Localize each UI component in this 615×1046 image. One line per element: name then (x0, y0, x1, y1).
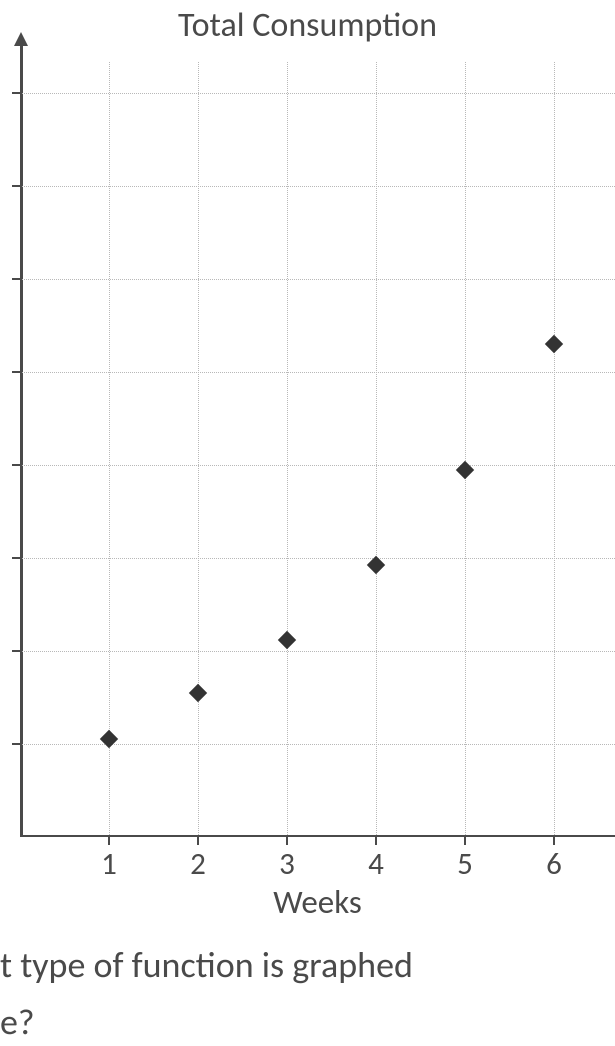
y-tick (12, 185, 22, 187)
y-tick (12, 743, 22, 745)
gridline-vertical (109, 62, 110, 837)
x-tick-label: 6 (546, 845, 562, 883)
y-tick (12, 92, 22, 94)
data-point (278, 631, 296, 649)
question-line-1: t type of function is graphed (0, 943, 413, 987)
gridline-vertical (554, 62, 555, 837)
x-tick (464, 835, 466, 845)
y-axis-arrowhead (14, 32, 28, 46)
x-tick (197, 835, 199, 845)
y-axis-line (20, 40, 23, 837)
chart-title: Total Consumption (0, 5, 615, 46)
chart-container: Total Consumption 123456 Weeks (0, 0, 615, 915)
y-tick (12, 464, 22, 466)
data-point (189, 684, 207, 702)
data-point (100, 730, 118, 748)
y-tick (12, 371, 22, 373)
x-tick-label: 4 (368, 845, 384, 883)
x-tick-label: 3 (279, 845, 295, 883)
gridline-vertical (198, 62, 199, 837)
gridline-vertical (465, 62, 466, 837)
data-point (367, 556, 385, 574)
x-tick (375, 835, 377, 845)
data-point (456, 460, 474, 478)
data-point (545, 335, 563, 353)
x-tick (108, 835, 110, 845)
y-tick (12, 557, 22, 559)
gridline-vertical (376, 62, 377, 837)
x-tick (553, 835, 555, 845)
x-tick-label: 1 (101, 845, 117, 883)
y-tick (12, 650, 22, 652)
plot-area: 123456 Weeks (20, 62, 615, 837)
x-tick (286, 835, 288, 845)
x-tick-label: 5 (457, 845, 473, 883)
x-axis-title: Weeks (20, 882, 615, 922)
question-line-2: e? (0, 1000, 35, 1044)
y-tick (12, 278, 22, 280)
x-tick-label: 2 (190, 845, 206, 883)
gridline-vertical (287, 62, 288, 837)
